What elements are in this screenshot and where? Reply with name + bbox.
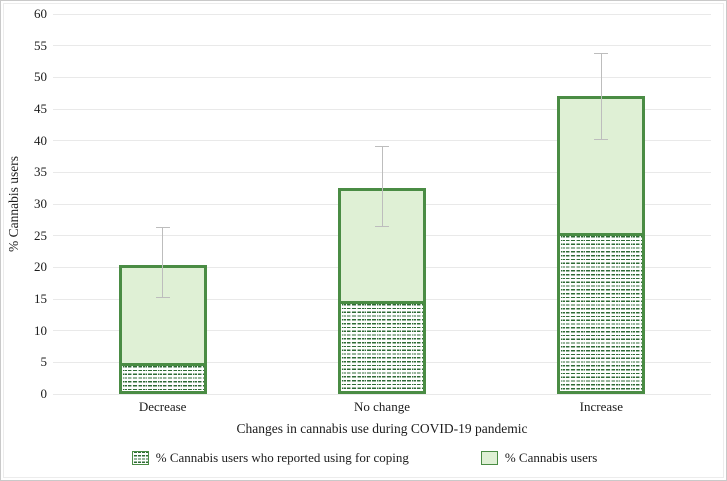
y-tick-label: 20 xyxy=(34,259,47,275)
legend: % Cannabis users who reported using for … xyxy=(1,450,726,466)
error-bar-cap xyxy=(155,297,170,299)
y-tick-label: 60 xyxy=(34,6,47,21)
legend-label: % Cannabis users xyxy=(504,450,598,465)
bar-increase xyxy=(557,96,646,394)
x-category-label-increase: Increase xyxy=(579,399,623,414)
error-bar-cap xyxy=(375,145,389,147)
gridline xyxy=(53,140,711,142)
y-tick-label: 30 xyxy=(34,196,47,211)
x-axis-title: Changes in cannabis use during COVID-19 … xyxy=(236,421,528,436)
y-tick-label: 40 xyxy=(34,132,47,148)
error-bar-cap xyxy=(594,138,609,140)
plot-area xyxy=(53,13,711,395)
gridline xyxy=(53,13,711,15)
legend-item: % Cannabis users xyxy=(480,450,598,466)
y-tick-label: 10 xyxy=(34,322,47,338)
legend-label: % Cannabis users who reported using for … xyxy=(155,450,409,465)
error-bar-cap xyxy=(155,227,170,229)
error-bar-decrease xyxy=(162,227,164,298)
y-tick-label: 55 xyxy=(34,37,47,53)
legend-swatch-hatched xyxy=(131,451,149,465)
bar-segment-coping-increase xyxy=(560,232,643,391)
y-tick-label: 50 xyxy=(34,69,47,85)
y-axis-title: % Cannabis users xyxy=(6,156,21,252)
gridline xyxy=(53,76,711,78)
x-category-label-no-change: No change xyxy=(354,399,410,414)
gridline xyxy=(53,393,711,395)
error-bar-increase xyxy=(600,53,602,139)
y-tick-label: 35 xyxy=(34,164,47,180)
y-tick-label: 15 xyxy=(34,291,47,306)
y-tick-label: 25 xyxy=(34,227,47,243)
x-category-label-decrease: Decrease xyxy=(138,399,187,414)
legend-swatch-solid xyxy=(480,451,498,465)
y-tick-label: 0 xyxy=(40,386,48,401)
bar-segment-coping-decrease xyxy=(121,362,204,391)
bar-decrease xyxy=(118,265,207,394)
legend-item: % Cannabis users who reported using for … xyxy=(131,450,409,466)
error-bar-no-change xyxy=(381,145,383,227)
y-tick-label: 5 xyxy=(40,354,48,370)
error-bar-cap xyxy=(375,226,389,228)
error-bar-cap xyxy=(594,53,609,55)
gridline xyxy=(53,45,711,47)
gridline xyxy=(53,108,711,110)
bar-segment-coping-no-change xyxy=(341,301,423,391)
y-tick-label: 45 xyxy=(34,101,47,116)
